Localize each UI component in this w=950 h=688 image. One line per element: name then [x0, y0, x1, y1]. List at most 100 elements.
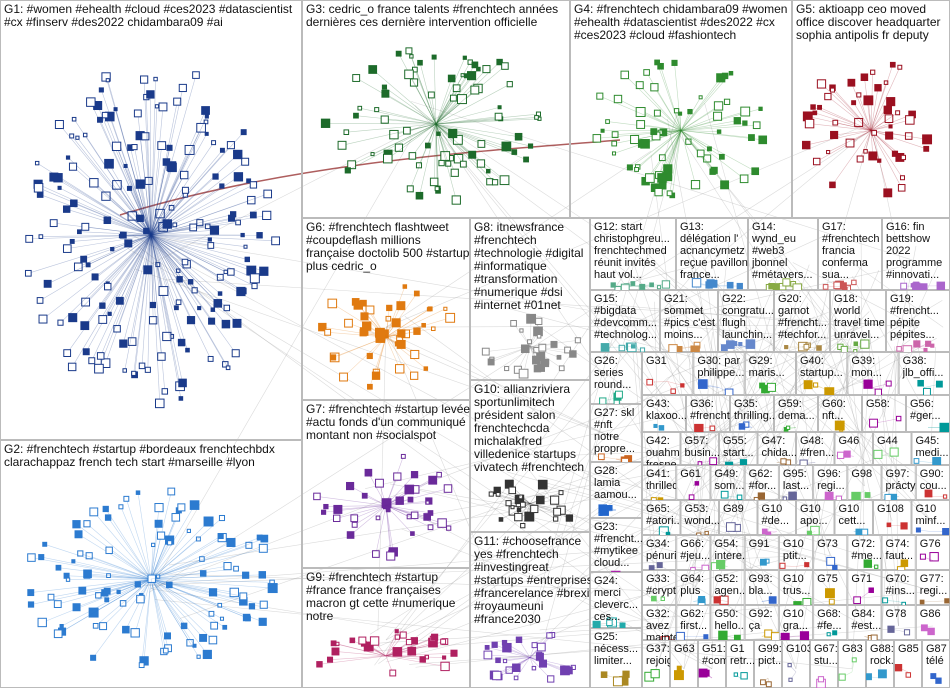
group-label: macron gt cette #numerique [306, 596, 456, 610]
node [267, 583, 278, 594]
edge [150, 101, 178, 236]
group-border [710, 465, 745, 500]
group-box: G15:#bigdata#devcomm...#technolog... [590, 290, 660, 352]
group-label: philippe... [697, 367, 744, 379]
edge [891, 326, 919, 342]
node [427, 510, 434, 516]
edge [870, 64, 894, 131]
edge [85, 234, 152, 303]
edge [337, 643, 387, 657]
edge [150, 234, 200, 309]
node [596, 92, 604, 100]
edge [452, 151, 700, 522]
group-label: ptit... [783, 550, 807, 562]
node [352, 74, 361, 82]
edge [347, 123, 437, 171]
node [62, 205, 71, 213]
node [155, 262, 161, 268]
node [115, 296, 124, 305]
group-label: G52: [714, 573, 738, 585]
edge [30, 578, 152, 593]
edge [385, 655, 445, 658]
group-label: frenchtechmed [594, 245, 667, 257]
edge [670, 305, 797, 669]
node [854, 117, 864, 127]
edge [66, 575, 152, 580]
node [70, 199, 78, 208]
node [799, 631, 810, 640]
node [643, 69, 650, 76]
node [765, 681, 772, 688]
edge [84, 134, 152, 236]
group-border [642, 605, 677, 640]
node [262, 210, 272, 221]
group-label: G3: cedric_o france talents #frenchtech … [306, 2, 558, 16]
node [720, 344, 728, 352]
group-box: G10#de... [757, 500, 796, 535]
edge [680, 122, 745, 131]
edge [654, 87, 682, 131]
node [739, 459, 748, 465]
edge [435, 123, 464, 165]
edge [385, 308, 446, 338]
edge [359, 107, 437, 125]
node [71, 116, 77, 122]
node [661, 280, 671, 289]
edge [40, 194, 152, 236]
node [927, 627, 935, 636]
edge [389, 483, 797, 557]
node [431, 326, 436, 332]
node [897, 64, 903, 70]
node [936, 281, 946, 290]
edge [131, 234, 152, 342]
edge [642, 130, 682, 144]
group-label: G86 [920, 608, 941, 620]
edge [869, 114, 925, 378]
node [515, 636, 523, 644]
node [127, 211, 137, 221]
edge [372, 123, 437, 155]
node [38, 554, 45, 561]
group-label: montant non #socialspot [306, 428, 437, 442]
edge [150, 127, 202, 236]
node [391, 318, 401, 328]
node [650, 83, 659, 92]
edge [435, 123, 515, 153]
node [36, 191, 44, 198]
edge [529, 346, 573, 355]
node [709, 279, 718, 288]
node [226, 141, 235, 150]
node [816, 79, 827, 89]
node [370, 152, 375, 157]
node [222, 361, 229, 368]
edge [624, 235, 825, 328]
node [860, 73, 869, 81]
node [186, 639, 194, 647]
node [874, 388, 882, 395]
node [81, 222, 90, 231]
edge [435, 61, 500, 125]
node [873, 449, 883, 459]
node [408, 152, 417, 160]
node [501, 141, 512, 152]
edge [827, 130, 872, 153]
edge [703, 256, 720, 378]
group-label: #crypt... [646, 585, 685, 597]
node [863, 95, 874, 106]
group-label: #mytikee [594, 545, 638, 557]
group-label: thrilling... [734, 410, 778, 422]
node [122, 625, 130, 634]
group-border [834, 500, 873, 535]
edge [599, 95, 682, 131]
edge [538, 483, 933, 592]
node [100, 358, 111, 368]
edge [148, 180, 152, 236]
node [98, 87, 104, 93]
edge [68, 578, 152, 580]
group-box: G52:agen... [710, 570, 745, 605]
edge [522, 461, 685, 669]
edge [435, 123, 459, 159]
edge [849, 260, 944, 328]
group-box: G45:medi... [911, 432, 950, 465]
edge [680, 130, 756, 172]
